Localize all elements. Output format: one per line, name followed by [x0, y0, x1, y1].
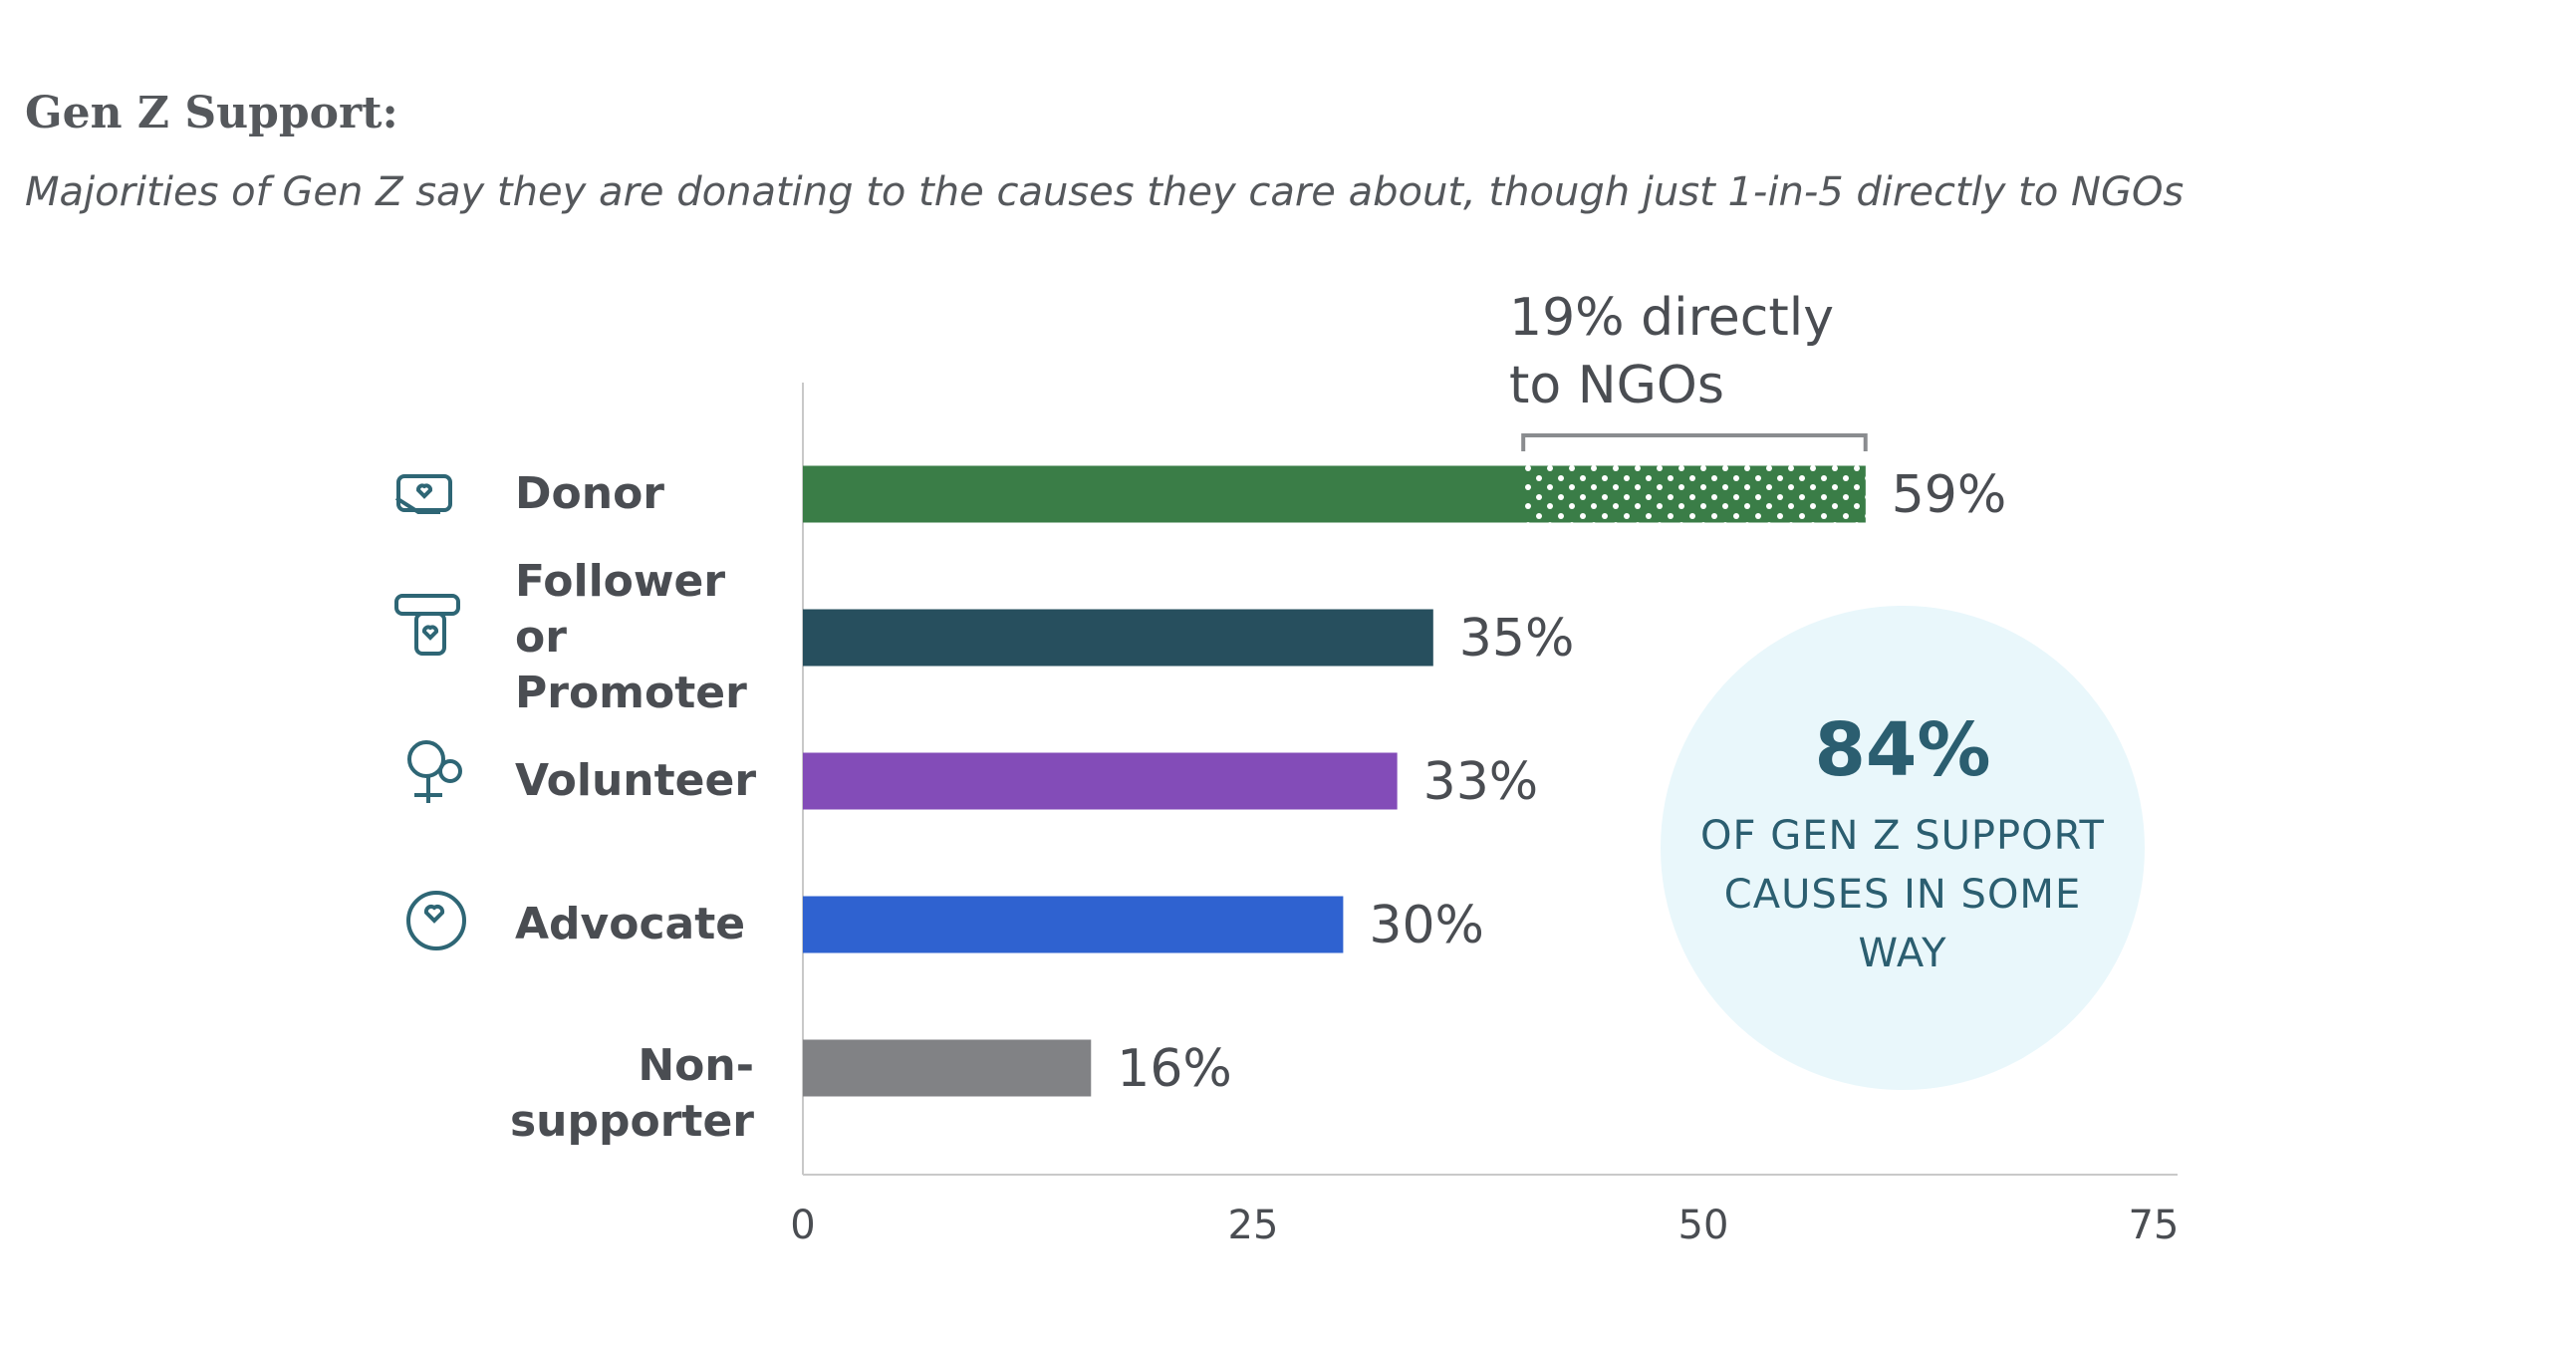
value-label: 16%: [1117, 1039, 1232, 1099]
bar: [803, 1039, 1092, 1097]
direct-ngo-segment: [1523, 465, 1866, 523]
callout-bubble: [1661, 606, 2145, 1090]
bar: [803, 609, 1433, 667]
category-label: Follower or Promoter: [515, 556, 747, 718]
callout-text: OF GEN Z SUPPORT CAUSES IN SOME WAY: [1700, 813, 2105, 976]
chart-subtitle: Majorities of Gen Z say they are donatin…: [25, 169, 2185, 215]
value-label: 59%: [1892, 465, 2007, 525]
donor-icon: [394, 474, 452, 514]
x-tick-label: 25: [1228, 1203, 1279, 1248]
callout-figure: 84%: [1814, 707, 1991, 793]
advocate-icon: [406, 891, 466, 950]
x-tick-label: 50: [1678, 1203, 1729, 1248]
bar: [803, 752, 1398, 810]
x-tick-label: 75: [2129, 1203, 2180, 1248]
value-label: 33%: [1423, 752, 1539, 812]
value-label: 30%: [1369, 896, 1484, 955]
x-tick-label: 0: [790, 1203, 815, 1248]
annotation: 19% directly to NGOs: [1509, 288, 1834, 415]
category-label: Non-supporter: [509, 1040, 754, 1147]
annotation-bracket: [1521, 433, 1868, 451]
category-label: Donor: [515, 468, 665, 519]
chart-title: Gen Z Support:: [25, 88, 398, 138]
value-label: 35%: [1459, 609, 1575, 669]
volunteer-icon: [407, 740, 462, 803]
follower-icon: [394, 594, 460, 656]
plot: 0 25 50 75 59% 35% 33% 30% 16%: [790, 383, 2179, 1248]
category-label: Volunteer: [515, 755, 757, 806]
category-label: Advocate: [515, 899, 746, 949]
bar: [803, 896, 1344, 953]
icons: [394, 474, 466, 950]
